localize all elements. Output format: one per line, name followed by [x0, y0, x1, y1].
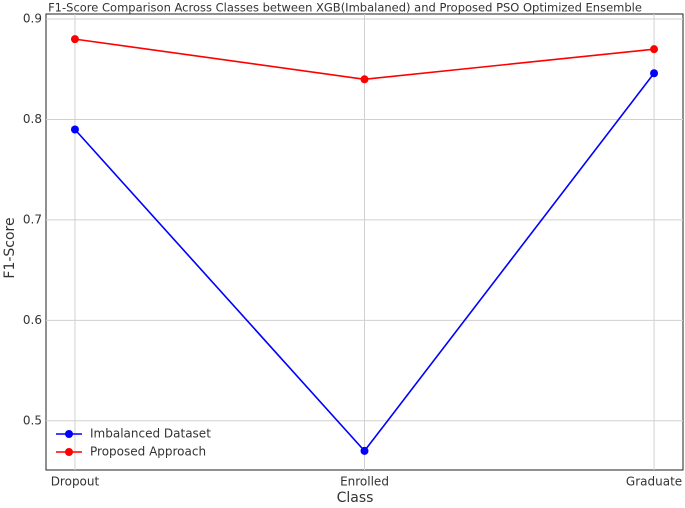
- marker: [70, 35, 79, 44]
- chart-title: F1-Score Comparison Across Classes betwe…: [48, 1, 642, 15]
- y-tick-label: 0.9: [23, 12, 42, 26]
- marker: [360, 75, 369, 84]
- legend-label: Imbalanced Dataset: [90, 427, 211, 441]
- x-tick-label: Graduate: [626, 475, 682, 489]
- x-axis-label: Class: [337, 490, 374, 506]
- marker: [360, 446, 369, 455]
- legend-marker: [65, 430, 73, 438]
- legend-marker: [65, 448, 73, 456]
- legend-label: Proposed Approach: [90, 445, 206, 459]
- y-tick-label: 0.8: [23, 112, 42, 126]
- y-axis-label: F1-Score: [2, 217, 18, 278]
- y-tick-label: 0.7: [23, 212, 42, 226]
- x-tick-label: Enrolled: [340, 475, 389, 489]
- marker: [650, 45, 659, 54]
- y-tick-label: 0.6: [23, 313, 42, 327]
- x-tick-label: Dropout: [51, 475, 100, 489]
- y-tick-label: 0.5: [23, 413, 42, 427]
- marker: [70, 125, 79, 134]
- marker: [650, 69, 659, 78]
